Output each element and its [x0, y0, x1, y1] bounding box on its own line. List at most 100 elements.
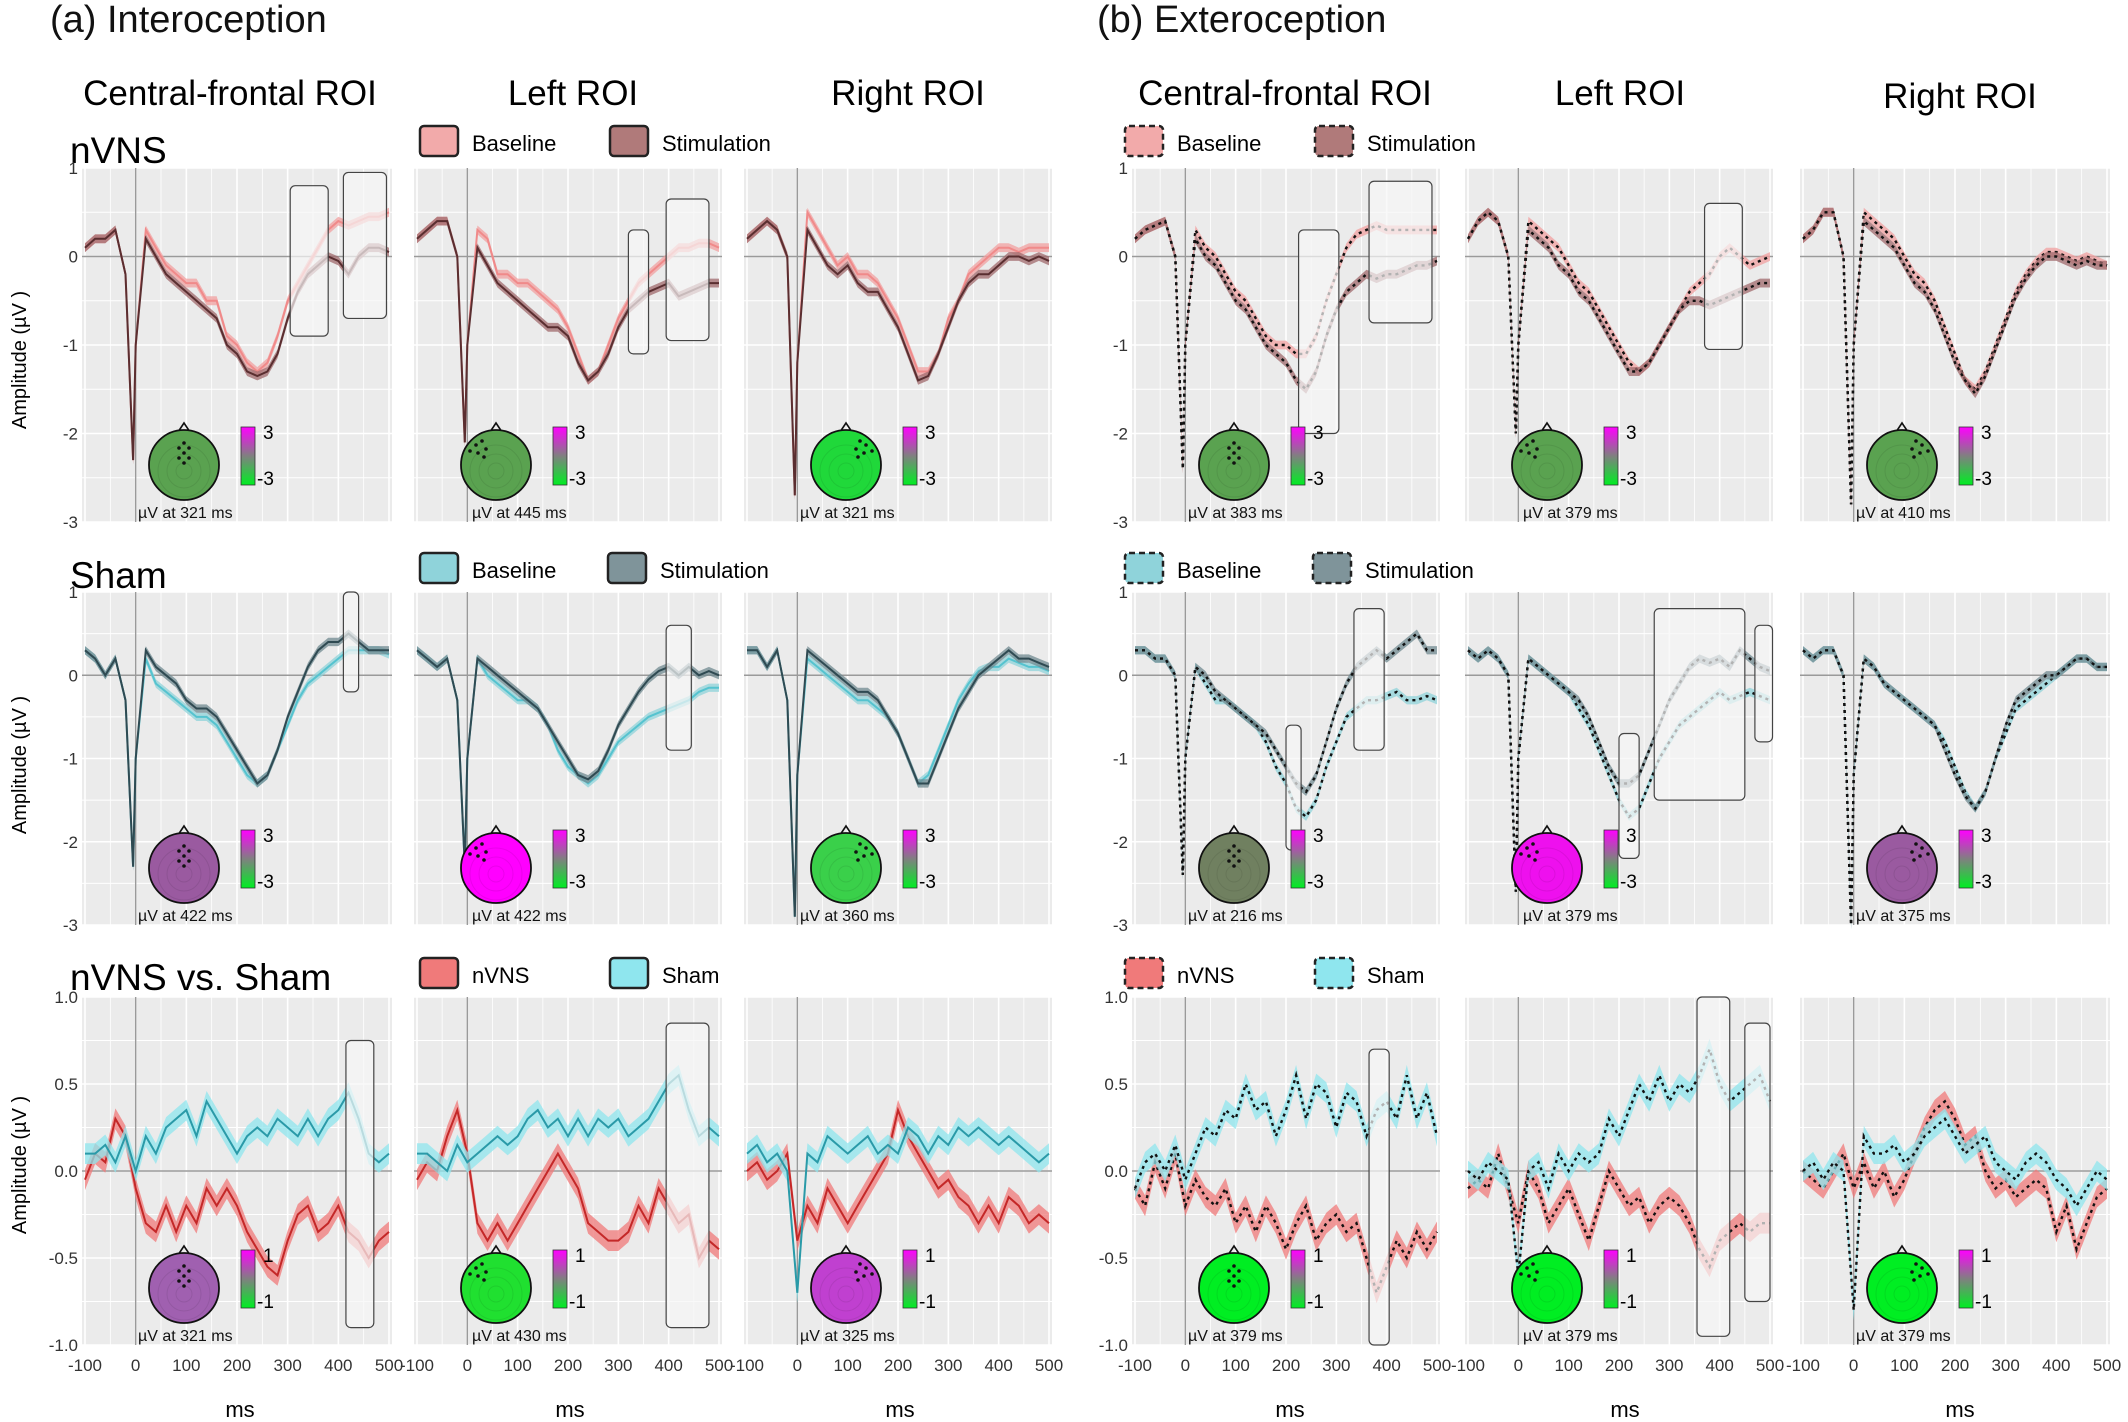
significance-window — [1744, 1022, 1771, 1303]
colorbar — [552, 829, 568, 889]
colorbar-max-label: 3 — [263, 826, 274, 847]
contour-line — [1875, 1267, 1929, 1321]
contour-line — [487, 1285, 505, 1303]
topography-map — [1866, 421, 1938, 501]
colorbar-max-label: 1 — [1626, 1246, 1637, 1267]
legend-label: Baseline — [1177, 558, 1261, 583]
electrode-dot — [1535, 850, 1539, 854]
scalp-circle — [1511, 1252, 1583, 1324]
colorbar-min-label: -3 — [1620, 872, 1637, 893]
electrode-dot — [1912, 1278, 1916, 1282]
legends: Baseline Stimulation Baseline Stimulation Ba… — [418, 124, 1476, 990]
contour-line — [1529, 856, 1565, 892]
significance-window — [627, 229, 650, 355]
electrode-dot — [864, 1266, 868, 1270]
scalp-circle — [148, 1252, 220, 1324]
topography-map — [810, 421, 882, 501]
electrode-dot — [476, 1274, 480, 1278]
legend-swatch — [1313, 124, 1355, 158]
erp-panel: 3 -3 µV at 321 ms — [744, 167, 1052, 523]
series-line — [1133, 1153, 1439, 1297]
x-tick-label: -100 — [400, 1356, 434, 1375]
series-line — [746, 1125, 1050, 1293]
erp-panel: -100 0 100 200 300 400 500 1 -1µV at 430 ms — [400, 996, 733, 1375]
x-tick-label: 100 — [503, 1356, 531, 1375]
electrode-dot — [856, 858, 860, 862]
y-axis-label: Amplitude (µV ) — [9, 696, 31, 834]
y-tick-label: -2 — [1113, 425, 1128, 444]
series-line — [747, 647, 1050, 917]
contour-line — [828, 1276, 864, 1312]
colorbar-max-label: 3 — [1981, 423, 1992, 444]
roi-label: Left ROI — [1555, 74, 1685, 113]
legend-swatch — [1123, 956, 1165, 990]
significance-window — [1696, 996, 1731, 1337]
electrode-dot — [1910, 850, 1914, 854]
electrode-dot — [182, 1264, 186, 1268]
erp-panel: 3 -3µV at 379 ms — [1465, 591, 1774, 926]
significance-window — [1368, 180, 1433, 324]
topography-time-label: µV at 422 ms — [472, 908, 567, 925]
topography-map — [810, 824, 882, 904]
colorbar-min-label: -3 — [257, 872, 274, 893]
erp-panel: 3 -3µV at 379 ms — [1465, 167, 1773, 523]
electrode-dot — [474, 1266, 478, 1270]
electrode-dot — [858, 842, 862, 846]
x-tick-label: 200 — [884, 1356, 912, 1375]
contour-line — [487, 865, 505, 883]
electrode-dot — [1232, 1284, 1236, 1288]
electrode-dot — [1525, 443, 1529, 447]
topography-time-label: µV at 383 ms — [1188, 505, 1283, 522]
electrode-dot — [1237, 456, 1241, 460]
colorbar-max-label: 1 — [1313, 1246, 1324, 1267]
electrode-dot — [177, 1279, 181, 1283]
electrode-dot — [182, 864, 186, 868]
electrode-dot — [1237, 1279, 1241, 1283]
electrode-dot — [1533, 455, 1537, 459]
y-tick-label: 0.0 — [54, 1162, 78, 1181]
contour-line — [1520, 1267, 1574, 1321]
topography-time-label: µV at 375 ms — [1856, 908, 1951, 925]
scalp-circle — [1198, 1252, 1270, 1324]
colorbar-max-label: 3 — [575, 423, 586, 444]
legend-swatch — [608, 956, 650, 990]
series-line — [84, 1116, 390, 1278]
row-label-nvns-vs-sham: nVNS vs. Sham — [70, 957, 331, 998]
series-line — [1802, 211, 2107, 505]
series-line — [746, 1106, 1050, 1241]
legend-label: nVNS — [1177, 963, 1234, 988]
scalp-circle — [1198, 832, 1270, 904]
electrode-dot — [177, 1269, 181, 1273]
series-line — [84, 632, 389, 867]
series-line — [1135, 631, 1437, 876]
electrode-dot — [858, 1262, 862, 1266]
y-tick-label: 0.5 — [1104, 1075, 1128, 1094]
electrode-dot — [870, 1272, 874, 1276]
x-tick-label: 100 — [1554, 1356, 1582, 1375]
y-tick-label: 0 — [69, 666, 78, 685]
x-tick-label: 500 — [375, 1356, 403, 1375]
electrode-dot — [1920, 846, 1924, 850]
y-tick-label: -1 — [1113, 336, 1128, 355]
topography-time-label: µV at 360 ms — [800, 908, 895, 925]
x-axis-label: ms — [885, 1397, 914, 1422]
electrode-dot — [864, 443, 868, 447]
x-tick-label: 300 — [273, 1356, 301, 1375]
electrode-dot — [1918, 451, 1922, 455]
topography-map — [810, 1244, 882, 1324]
electrode-dot — [187, 446, 191, 450]
electrode-dot — [1519, 449, 1523, 453]
x-tick-label: 200 — [554, 1356, 582, 1375]
electrode-dot — [482, 455, 486, 459]
topography-map — [1866, 1244, 1938, 1324]
series-line — [85, 1090, 390, 1175]
x-tick-label: 500 — [1423, 1356, 1451, 1375]
scalp-circle — [460, 832, 532, 904]
electrode-dot — [1232, 461, 1236, 465]
contour-line — [1520, 847, 1574, 901]
colorbar — [1958, 1249, 1974, 1309]
x-tick-label: -100 — [1786, 1356, 1820, 1375]
electrode-dot — [1232, 854, 1236, 858]
x-tick-label: 0 — [1181, 1356, 1190, 1375]
topography-map — [460, 1244, 532, 1324]
